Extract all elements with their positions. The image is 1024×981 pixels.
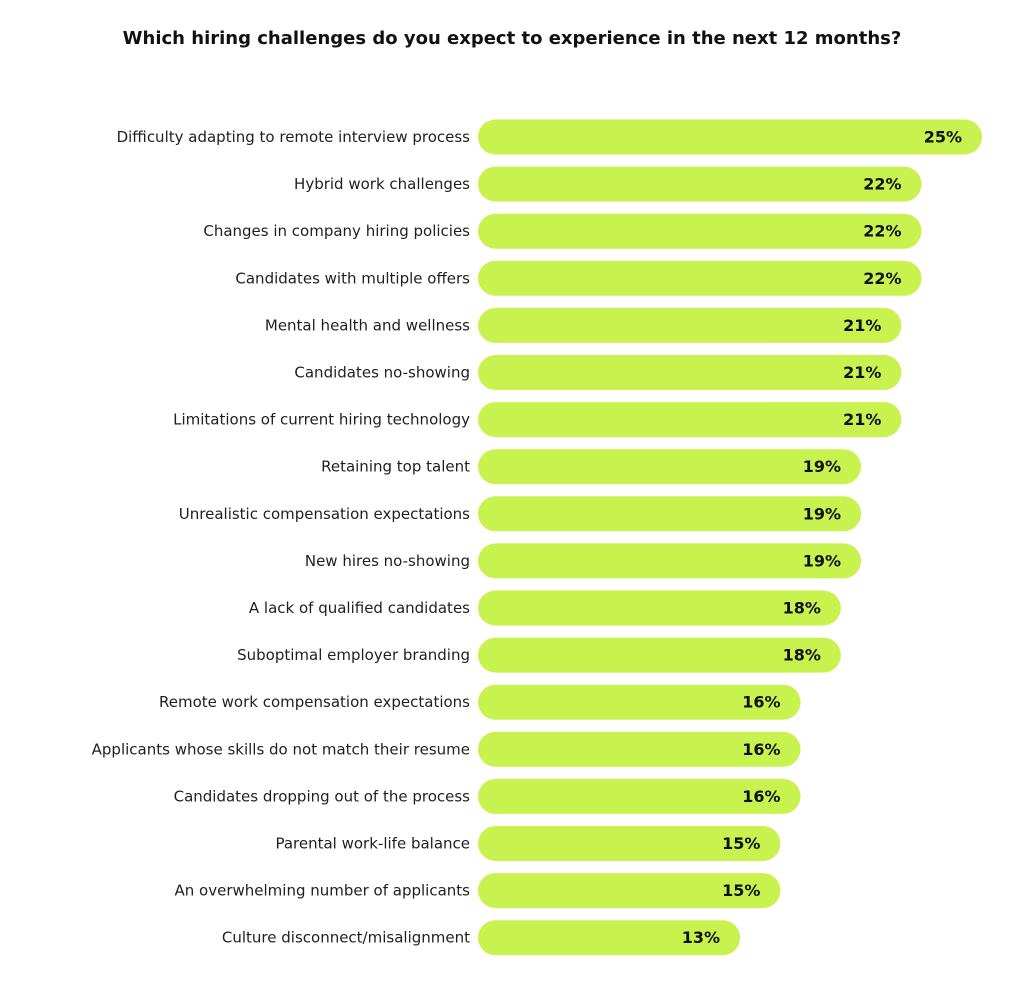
category-label: Hybrid work challenges [294,175,470,193]
value-label: 19% [803,504,841,523]
bar-row: Changes in company hiring policies 22% [203,213,922,249]
category-label: Candidates with multiple offers [235,269,470,287]
category-label: Remote work compensation expectations [159,693,470,711]
bar [478,684,801,720]
bar-row: A lack of qualified candidates 18% [249,590,841,626]
category-label: New hires no-showing [305,552,470,570]
bar-row: An overwhelming number of applicants 15% [175,873,781,909]
value-label: 19% [803,457,841,476]
bar-row: Parental work-life balance 15% [275,826,781,861]
bar [478,873,781,909]
category-label: Parental work-life balance [275,835,470,853]
bar [478,402,902,438]
value-label: 19% [803,551,841,570]
value-label: 16% [742,740,780,759]
bar-row: Mental health and wellness 21% [265,307,902,343]
bar-row: Candidates with multiple offers 22% [235,260,922,296]
bars-group: Difficulty adapting to remote interview … [92,119,982,956]
value-label: 18% [783,646,821,665]
bar-row: Candidates no-showing 21% [294,355,902,390]
bar-row: Remote work compensation expectations 16% [159,684,801,720]
value-label: 21% [843,410,881,429]
value-label: 18% [783,599,821,618]
bar [478,449,862,485]
bar [478,166,922,202]
value-label: 15% [722,881,760,900]
category-label: A lack of qualified candidates [249,599,470,617]
bar [478,778,801,814]
bar-row: Applicants whose skills do not match the… [92,731,801,767]
bar [478,920,741,956]
bar [478,260,922,296]
category-label: Retaining top talent [321,458,470,476]
value-label: 22% [863,175,901,194]
value-label: 25% [924,128,962,147]
category-label: Candidates dropping out of the process [174,787,471,805]
bar-row: Culture disconnect/misalignment 13% [222,920,741,956]
category-label: Suboptimal employer branding [237,646,470,664]
bar [478,826,781,861]
value-label: 21% [843,316,881,335]
bar [478,637,841,673]
value-label: 22% [863,269,901,288]
category-label: Applicants whose skills do not match the… [92,740,470,758]
value-label: 22% [863,222,901,241]
bar-row: Unrealistic compensation expectations 19% [179,496,862,532]
bar [478,731,801,767]
value-label: 21% [843,363,881,382]
bar [478,355,902,390]
category-label: Difficulty adapting to remote interview … [117,128,471,146]
bar-row: Limitations of current hiring technology… [173,402,902,438]
category-label: Unrealistic compensation expectations [179,505,470,523]
category-label: Changes in company hiring policies [203,222,470,240]
bar [478,119,982,155]
value-label: 15% [722,834,760,853]
chart-title: Which hiring challenges do you expect to… [122,28,902,49]
bar [478,307,902,343]
bar [478,496,862,532]
category-label: Candidates no-showing [294,364,470,382]
category-label: An overwhelming number of applicants [175,882,471,900]
bar-row: Retaining top talent 19% [321,449,862,485]
bar-row: Candidates dropping out of the process 16… [174,778,801,814]
value-label: 13% [682,928,720,947]
category-label: Limitations of current hiring technology [173,411,470,429]
bar-row: Suboptimal employer branding 18% [237,637,841,673]
bar-row: Difficulty adapting to remote interview … [117,119,982,155]
bar [478,213,922,249]
bar [478,543,862,579]
bar-row: Hybrid work challenges 22% [294,166,922,202]
category-label: Culture disconnect/misalignment [222,929,470,947]
value-label: 16% [742,693,780,712]
category-label: Mental health and wellness [265,316,470,334]
bar [478,590,841,626]
value-label: 16% [742,787,780,806]
bar-row: New hires no-showing 19% [305,543,862,579]
